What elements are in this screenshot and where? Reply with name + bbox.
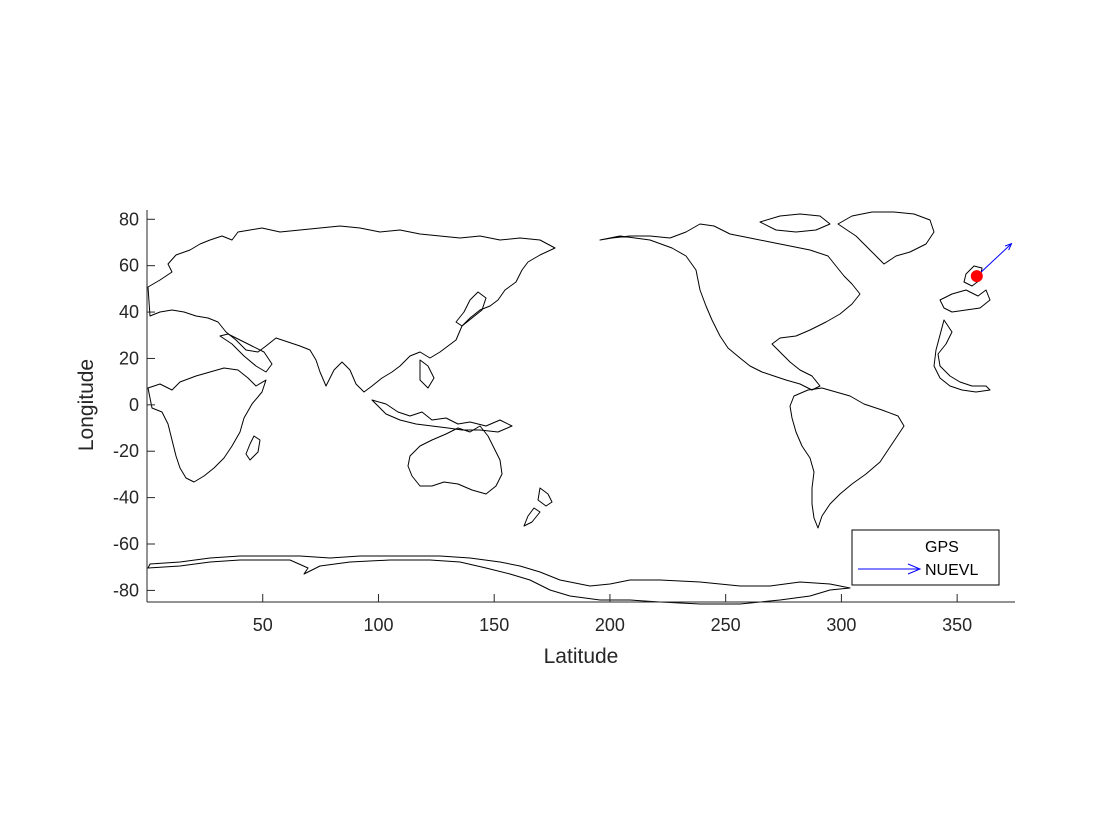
x-tick-label: 350 [942,615,972,635]
legend-label-nuevl: NUEVL [925,562,978,579]
velocity-vector-head-icon [1004,242,1013,251]
x-ticks: 50 100 150 200 250 300 350 [253,594,972,635]
madagascar-coast [245,435,261,461]
africa-right-coast [933,319,991,393]
gps-station-point [970,270,983,283]
y-tick-label: -20 [113,441,139,461]
south-america-coast [789,387,905,529]
japan-coast [455,291,487,327]
africa-coast [147,367,267,483]
y-tick-label: -40 [113,488,139,508]
indonesia-coast [371,399,513,433]
australia-coast [407,425,503,495]
greenland-coast [837,211,935,265]
arctic-islands-coast [759,213,831,233]
iberia-right-coast [939,289,991,313]
nz-north-coast [537,487,553,507]
velocity-vector [976,243,1012,277]
y-ticks: -80 -60 -40 -20 0 20 40 60 80 [113,209,155,600]
x-axis-label: Latitude [544,645,619,668]
y-axis-label: Longitude [75,359,98,451]
legend: GPS NUEVL [851,529,1000,586]
x-tick-label: 50 [253,615,273,635]
coastline-map [147,211,991,605]
y-tick-label: 80 [119,209,139,229]
y-tick-label: 40 [119,302,139,322]
y-tick-label: 0 [129,395,139,415]
y-tick-label: -60 [113,534,139,554]
y-tick-label: 20 [119,348,139,368]
eurasia-coast [147,225,556,393]
antarctica-coast [147,555,851,605]
legend-box [851,529,1000,586]
x-tick-label: 300 [826,615,856,635]
y-tick-label: -80 [113,580,139,600]
legend-arrow-head-icon [907,563,922,575]
y-tick-label: 60 [119,256,139,276]
x-tick-label: 200 [595,615,625,635]
philippines-coast [419,359,435,389]
legend-label-gps: GPS [925,539,959,556]
arabia-coast [219,333,273,373]
data-layer [970,242,1013,283]
x-tick-label: 250 [711,615,741,635]
x-tick-label: 100 [363,615,393,635]
north-america-coast [599,223,861,391]
x-tick-label: 150 [479,615,509,635]
nz-south-coast [523,507,541,527]
